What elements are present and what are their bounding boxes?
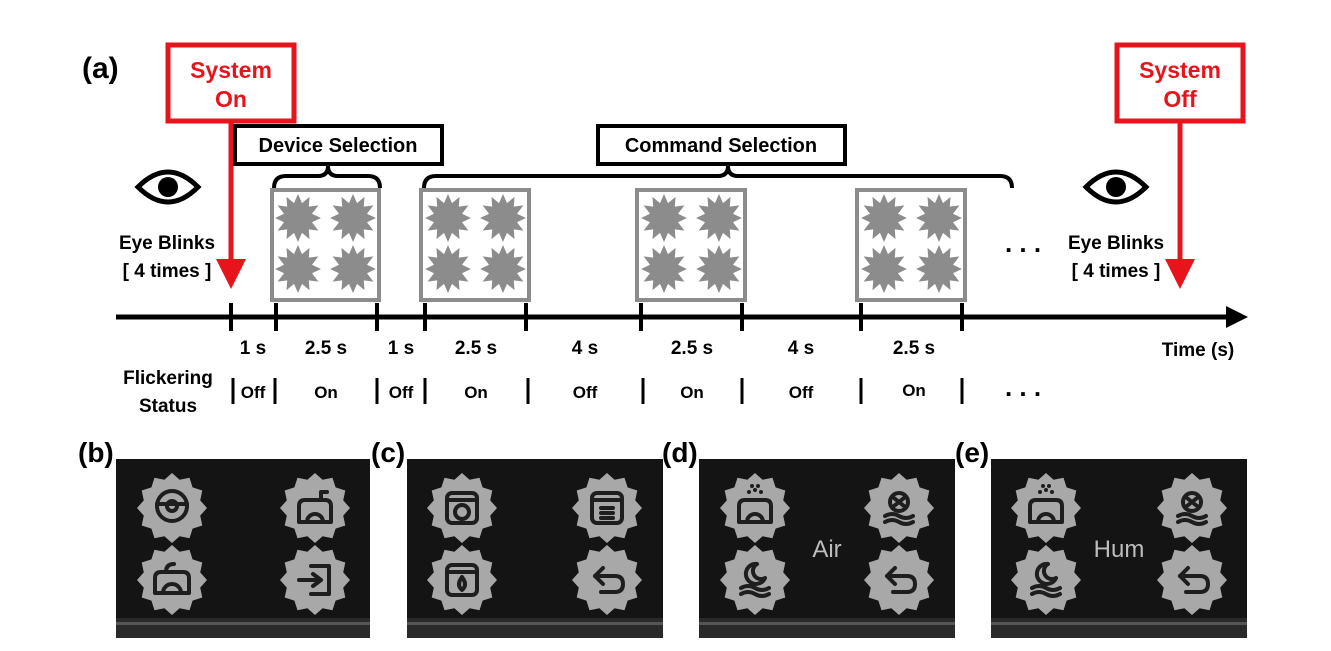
panel-d-center-text: Air bbox=[812, 536, 841, 563]
stimulus-box-device bbox=[270, 188, 381, 302]
panel-a-label: (a) bbox=[82, 52, 119, 85]
eye-icon bbox=[134, 169, 202, 205]
panel-d-screen: Air bbox=[699, 459, 955, 638]
status-label: On bbox=[314, 383, 338, 402]
flickering-status-label-2: Status bbox=[139, 396, 197, 417]
status-label: On bbox=[464, 383, 488, 402]
status-label: Off bbox=[389, 383, 414, 402]
duration-label: 2.5 s bbox=[893, 338, 935, 359]
panel-e-label: (e) bbox=[955, 437, 989, 468]
time-axis bbox=[116, 303, 1248, 331]
eye-blinks-left-1: Eye Blinks bbox=[119, 233, 215, 254]
duration-label: 1 s bbox=[240, 338, 266, 359]
duration-label: 2.5 s bbox=[455, 338, 497, 359]
duration-label: 1 s bbox=[388, 338, 414, 359]
duration-label: 2.5 s bbox=[671, 338, 713, 359]
panel-e-screen: Hum bbox=[991, 459, 1247, 638]
status-label: On bbox=[902, 381, 926, 400]
device-selection-group: Device Selection bbox=[233, 124, 444, 189]
status-label: Off bbox=[573, 383, 598, 402]
stimulus-box-command-1 bbox=[419, 188, 531, 302]
panel-e-center-text: Hum bbox=[1094, 536, 1145, 563]
duration-label: 4 s bbox=[572, 338, 598, 359]
device-selection-brace bbox=[272, 165, 382, 189]
system-off-label-2: Off bbox=[1163, 86, 1197, 112]
panel-c-screen bbox=[407, 459, 663, 638]
device-selection-label: Device Selection bbox=[259, 135, 418, 157]
duration-label: 4 s bbox=[788, 338, 814, 359]
ellipsis-lower: . . . bbox=[1005, 372, 1041, 402]
command-selection-group: Command Selection bbox=[422, 124, 1014, 189]
system-on-label-2: On bbox=[215, 86, 247, 112]
flickering-status-label-1: Flickering bbox=[123, 368, 213, 389]
panel-d-label: (d) bbox=[662, 437, 698, 468]
command-selection-label: Command Selection bbox=[625, 135, 817, 157]
stimulus-box-command-2 bbox=[635, 188, 747, 302]
eye-blinks-left-2: [ 4 times ] bbox=[123, 261, 212, 282]
ellipsis-upper: . . . bbox=[1005, 228, 1041, 258]
panel-b-label: (b) bbox=[78, 437, 114, 468]
system-on-marker: System On bbox=[165, 42, 297, 289]
command-selection-brace bbox=[422, 165, 1014, 189]
duration-label: 2.5 s bbox=[305, 338, 347, 359]
eye-blinks-right-2: [ 4 times ] bbox=[1072, 261, 1161, 282]
panel-c-label: (c) bbox=[371, 437, 405, 468]
stimulus-box-command-3 bbox=[855, 188, 967, 302]
panel-b-screen bbox=[116, 459, 370, 638]
status-label: On bbox=[680, 383, 704, 402]
system-on-label-1: System bbox=[190, 57, 272, 83]
system-off-label-1: System bbox=[1139, 57, 1221, 83]
eye-icon bbox=[1082, 169, 1150, 205]
status-separators bbox=[231, 378, 964, 404]
system-off-marker: System Off bbox=[1114, 42, 1246, 289]
status-label: Off bbox=[241, 383, 266, 402]
time-axis-label: Time (s) bbox=[1162, 340, 1235, 361]
eye-blinks-right-1: Eye Blinks bbox=[1068, 233, 1164, 254]
status-label: Off bbox=[789, 383, 814, 402]
